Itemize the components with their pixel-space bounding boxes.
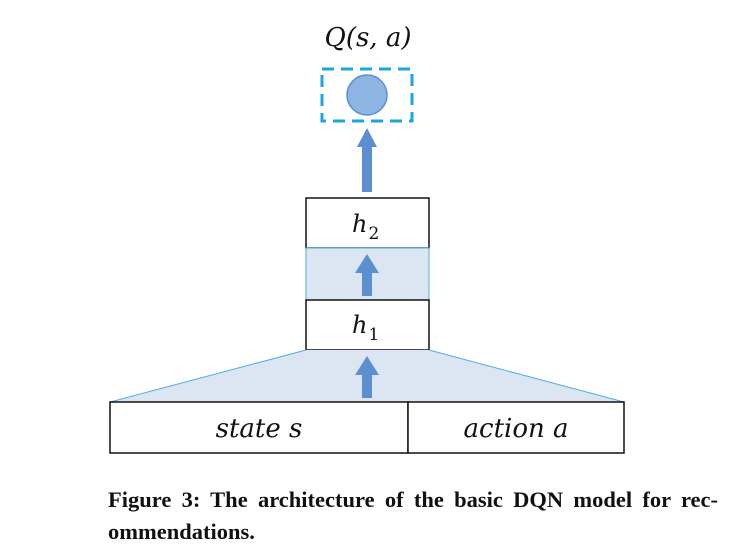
arrow-h1-to-h2 (355, 254, 379, 296)
output-dashed-box (320, 67, 414, 123)
state-input-box (109, 401, 409, 454)
h2-label: h2 (352, 210, 379, 244)
output-label: Q(s, a) (325, 23, 412, 53)
arrow-input-to-h1 (355, 356, 379, 398)
h1-layer-box (305, 299, 430, 351)
action-input-box (407, 401, 625, 454)
h1-label: h1 (352, 311, 379, 345)
state-label: state s (216, 414, 303, 444)
output-node (346, 74, 388, 116)
figure-caption: Figure 3: The architecture of the basic … (108, 487, 718, 544)
arrow-h2-to-output (357, 128, 377, 192)
action-label: action a (464, 414, 569, 444)
